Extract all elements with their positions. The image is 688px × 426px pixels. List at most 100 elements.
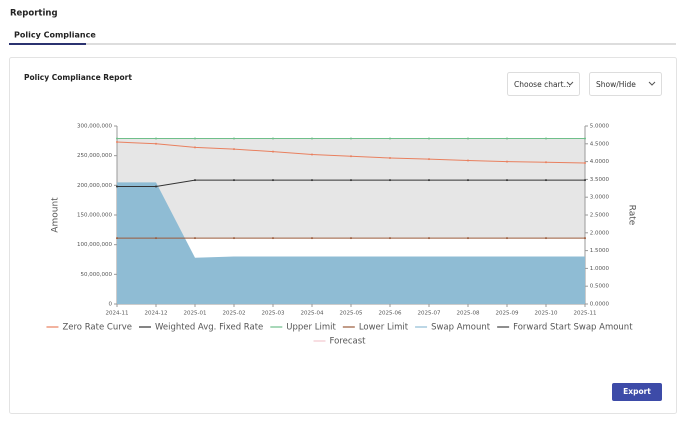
chevron [648, 81, 656, 86]
point [350, 237, 352, 240]
show-hide-label: Show/Hide [596, 80, 636, 89]
point [428, 137, 430, 140]
legend-label: Forecast [330, 337, 367, 347]
point [467, 179, 469, 182]
y2-tick-label: 2.5000 [590, 213, 610, 219]
point [116, 237, 118, 240]
export-label: Export [623, 387, 651, 396]
legend-label: Upper Limit [286, 323, 336, 333]
point [194, 237, 196, 240]
legend-label: Zero Rate Curve [62, 323, 132, 333]
y-axis-label: Amount [51, 197, 61, 233]
legend-label: Lower Limit [359, 323, 409, 333]
point [233, 237, 235, 240]
point [545, 237, 547, 240]
point [272, 237, 274, 240]
y-tick-label: 200,000,000 [77, 183, 112, 189]
point [584, 162, 586, 165]
y2-tick-label: 1.5000 [590, 248, 610, 254]
x-tick-label: 2025-05 [340, 311, 363, 317]
point [467, 137, 469, 140]
export-button[interactable] [612, 383, 662, 401]
y2-tick-label: 1.0000 [590, 266, 610, 272]
tab[interactable]: Policy Compliance [14, 31, 96, 40]
point [389, 157, 391, 160]
chart-select[interactable] [507, 72, 580, 96]
x-tick-label: 2025-01 [184, 311, 207, 317]
y2-axis-label: Rate [627, 205, 637, 226]
point [506, 237, 508, 240]
point [311, 137, 313, 140]
point [467, 237, 469, 240]
y-tick-label: 150,000,000 [77, 213, 112, 219]
x-tick-label: 2025-03 [262, 311, 285, 317]
y2-tick-label: 0.0000 [590, 302, 610, 308]
y-tick-label: 0 [109, 302, 113, 308]
point [389, 237, 391, 240]
point [311, 237, 313, 240]
point [428, 237, 430, 240]
point [350, 155, 352, 158]
point [428, 179, 430, 182]
point [116, 185, 118, 188]
point [272, 179, 274, 182]
point [584, 137, 586, 140]
point [506, 179, 508, 182]
point [506, 160, 508, 163]
legend-label: Swap Amount [431, 323, 491, 333]
point [350, 179, 352, 182]
point [467, 159, 469, 162]
x-tick-label: 2025-10 [535, 311, 558, 317]
x-tick-label: 2025-09 [496, 311, 519, 317]
show-hide[interactable] [589, 72, 662, 96]
point [272, 137, 274, 140]
chevron [566, 81, 574, 86]
y-tick-label: 300,000,000 [77, 124, 112, 130]
card-title: Policy Compliance Report [24, 73, 132, 82]
y-tick-label: 50,000,000 [81, 272, 113, 278]
point [116, 141, 118, 144]
point [389, 137, 391, 140]
x-tick-label: 2025-02 [223, 311, 246, 317]
legend-label: Weighted Avg. Fixed Rate [155, 323, 263, 333]
y2-tick-label: 3.0000 [590, 195, 610, 201]
y2-tick-label: 2.0000 [590, 230, 610, 236]
y2-tick-label: 3.5000 [590, 177, 610, 183]
point [389, 179, 391, 182]
point [155, 137, 157, 140]
point [545, 161, 547, 164]
point [155, 142, 157, 145]
x-tick-label: 2025-11 [574, 311, 597, 317]
point [155, 185, 157, 188]
chart: 0 50,000,000 100,000,000 150,000,000 200,000… [46, 124, 637, 347]
point [506, 137, 508, 140]
point [194, 146, 196, 149]
point [233, 179, 235, 182]
point [311, 153, 313, 156]
y-tick-label: 250,000,000 [77, 153, 112, 159]
point [428, 158, 430, 161]
x-tick-label: 2025-08 [457, 311, 480, 317]
chart-select-label: Choose chart... [514, 80, 571, 89]
y2-tick-label: 0.5000 [590, 284, 610, 290]
point [233, 148, 235, 151]
x-tick-label: 2025-06 [379, 311, 402, 317]
y2-tick-label: 4.0000 [590, 159, 610, 165]
point [545, 137, 547, 140]
point [233, 137, 235, 140]
point [311, 179, 313, 182]
point [272, 150, 274, 153]
area [117, 182, 585, 304]
point [155, 237, 157, 240]
header: Reporting [10, 9, 58, 19]
x-tick-label: 2024-12 [145, 311, 168, 317]
point [350, 137, 352, 140]
limit-band [117, 138, 585, 239]
point [584, 179, 586, 182]
point [194, 179, 196, 182]
point [584, 237, 586, 240]
point [545, 179, 547, 182]
legend-label: Forward Start Swap Amount [513, 323, 633, 333]
